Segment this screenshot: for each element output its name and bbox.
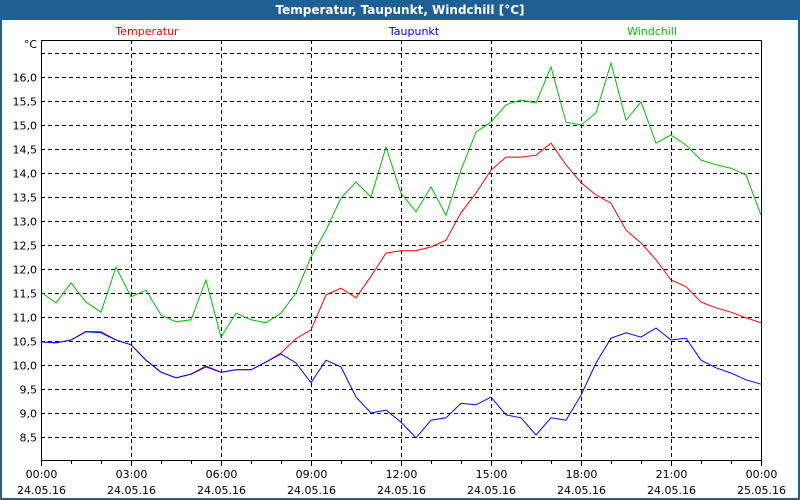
y-tick-label: 9,0 [20,408,38,421]
x-tick-time: 12:00 [386,468,418,481]
x-tick-date: 24.05.16 [557,484,606,497]
x-tick-time: 18:00 [566,468,598,481]
chart-window: 8,5 9,0 9,5 10,0 10,5 11,0 11,5 12,0 12,5 13,0 13,… [0,20,800,500]
x-tick-date: 24.05.16 [107,484,156,497]
y-tick-label: 13,5 [13,192,38,205]
y-tick-label: 12,5 [13,240,38,253]
series-line-windchill [40,61,762,339]
y-tick-label: 12,0 [13,264,38,277]
x-tick-time: 21:00 [656,468,688,481]
grid [41,40,761,460]
x-tick-date: 24.05.16 [647,484,696,497]
x-tick-time: 06:00 [206,468,238,481]
y-tick-label: 8,5 [20,432,38,445]
y-tick-label: 15,5 [13,96,38,109]
x-tick-date: 25.05.16 [737,484,786,497]
y-tick-label: 9,5 [20,384,38,397]
x-tick-date: 24.05.16 [287,484,336,497]
x-tick-time: 00:00 [26,468,58,481]
y-tick-label: 11,5 [13,288,38,301]
x-tick-time: 09:00 [296,468,328,481]
y-tick-label: 11,0 [13,312,38,325]
y-tick-label: 16,0 [13,72,38,85]
y-tick-label: 10,5 [13,336,38,349]
y-axis-unit: °C [24,38,38,51]
series-lines [40,61,762,439]
legend-windchill: Windchill [627,25,677,38]
legend-temperatur: Temperatur [114,25,179,38]
y-tick-label: 15,0 [13,120,38,133]
x-tick-date: 24.05.16 [377,484,426,497]
window-title: Temperatur, Taupunkt, Windchill [°C] [0,0,800,20]
y-tick-label: 10,0 [13,360,38,373]
x-tick-time: 15:00 [476,468,508,481]
series-line-taupunkt [40,327,762,439]
x-tick-time: 03:00 [116,468,148,481]
x-tick-time: 00:00 [746,468,778,481]
labels: 8,5 9,0 9,5 10,0 10,5 11,0 11,5 12,0 12,5 13,0 13,… [13,25,786,497]
x-tick-date: 24.05.16 [17,484,66,497]
legend-taupunkt: Taupunkt [388,25,440,38]
x-tick-date: 24.05.16 [467,484,516,497]
y-tick-label: 14,5 [13,144,38,157]
chart: 8,5 9,0 9,5 10,0 10,5 11,0 11,5 12,0 12,5 13,0 13,… [13,25,786,497]
y-tick-label: 14,0 [13,168,38,181]
axes [41,40,762,466]
y-tick-label: 13,0 [13,216,38,229]
x-tick-date: 24.05.16 [197,484,246,497]
